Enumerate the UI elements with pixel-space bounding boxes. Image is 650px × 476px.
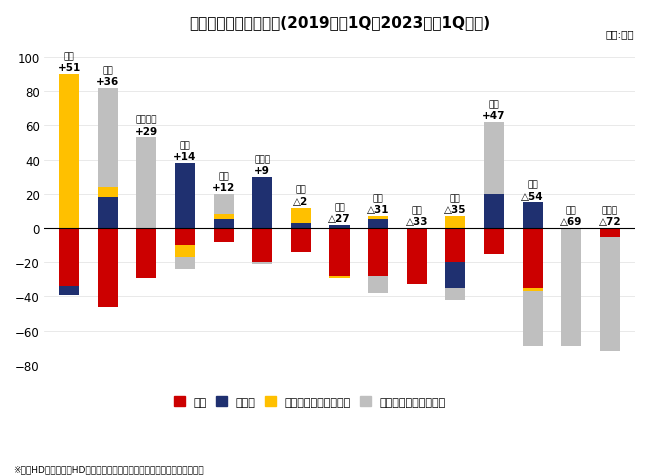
Text: 小田急: 小田急 [254, 155, 270, 164]
Text: 東武: 東武 [64, 52, 74, 61]
Bar [213, 215, 233, 220]
Bar [600, 237, 620, 351]
Bar [523, 228, 543, 288]
Bar [98, 198, 118, 228]
Text: +9: +9 [254, 166, 270, 176]
Bar [561, 228, 581, 347]
Bar [252, 263, 272, 264]
Legend: 運輸, 不動産, レジャー・リゾート等, その他（調整額含む）: 運輸, 不動産, レジャー・リゾート等, その他（調整額含む） [169, 392, 450, 411]
Bar [523, 292, 543, 347]
Bar [98, 228, 118, 307]
Title: セグメント別営業利益(2019年度1Q対2023年度1Q差分): セグメント別営業利益(2019年度1Q対2023年度1Q差分) [189, 15, 490, 30]
Bar [445, 288, 465, 300]
Bar [98, 89, 118, 188]
Bar [252, 178, 272, 228]
Bar [484, 194, 504, 228]
Text: 京成: 京成 [334, 202, 345, 211]
Text: +14: +14 [174, 152, 196, 162]
Bar [291, 228, 311, 252]
Bar [368, 220, 388, 228]
Text: +36: +36 [96, 77, 120, 87]
Text: △69: △69 [560, 217, 582, 227]
Text: メトロ: メトロ [602, 206, 618, 215]
Bar [59, 228, 79, 287]
Text: △27: △27 [328, 213, 351, 223]
Text: +47: +47 [482, 111, 506, 121]
Text: ※西武HD、阪急阪神HDの変更されたセグメントは「その他」として集計: ※西武HD、阪急阪神HDの変更されたセグメントは「その他」として集計 [13, 465, 203, 474]
Bar [136, 228, 157, 278]
Bar [445, 228, 465, 263]
Bar [59, 287, 79, 295]
Text: 東急: 東急 [179, 141, 190, 150]
Bar [291, 208, 311, 223]
Bar [136, 138, 157, 228]
Bar [407, 228, 427, 285]
Bar [98, 188, 118, 198]
Bar [175, 246, 195, 258]
Bar [368, 228, 388, 277]
Text: 単位:億円: 単位:億円 [605, 29, 634, 39]
Bar [330, 228, 350, 277]
Text: △33: △33 [406, 217, 428, 227]
Bar [445, 263, 465, 288]
Bar [291, 223, 311, 228]
Bar [330, 277, 350, 278]
Bar [484, 228, 504, 254]
Text: △31: △31 [367, 205, 389, 215]
Text: 相鉄: 相鉄 [450, 194, 461, 203]
Text: △72: △72 [599, 217, 621, 227]
Bar [175, 228, 195, 246]
Text: 京王: 京王 [296, 186, 306, 194]
Text: 名鉄: 名鉄 [489, 100, 499, 109]
Text: +51: +51 [57, 63, 81, 73]
Text: △35: △35 [444, 205, 467, 215]
Bar [523, 203, 543, 228]
Bar [445, 217, 465, 228]
Bar [600, 228, 620, 237]
Text: △2: △2 [293, 197, 309, 207]
Bar [213, 228, 233, 242]
Text: 西鉄: 西鉄 [218, 172, 229, 181]
Text: 京急: 京急 [527, 180, 538, 189]
Text: 京阪: 京阪 [372, 194, 384, 203]
Text: 近鉄: 近鉄 [102, 66, 113, 75]
Text: +12: +12 [212, 183, 235, 193]
Bar [368, 217, 388, 220]
Text: △54: △54 [521, 191, 544, 201]
Bar [59, 75, 79, 228]
Bar [175, 164, 195, 228]
Text: 西武: 西武 [566, 206, 577, 215]
Text: 南海: 南海 [411, 206, 422, 215]
Bar [213, 220, 233, 228]
Bar [330, 225, 350, 228]
Bar [523, 288, 543, 292]
Bar [368, 277, 388, 293]
Text: 阪急阪神: 阪急阪神 [136, 116, 157, 124]
Bar [213, 194, 233, 215]
Bar [175, 258, 195, 269]
Bar [484, 123, 504, 194]
Text: +29: +29 [135, 127, 158, 137]
Bar [252, 228, 272, 263]
